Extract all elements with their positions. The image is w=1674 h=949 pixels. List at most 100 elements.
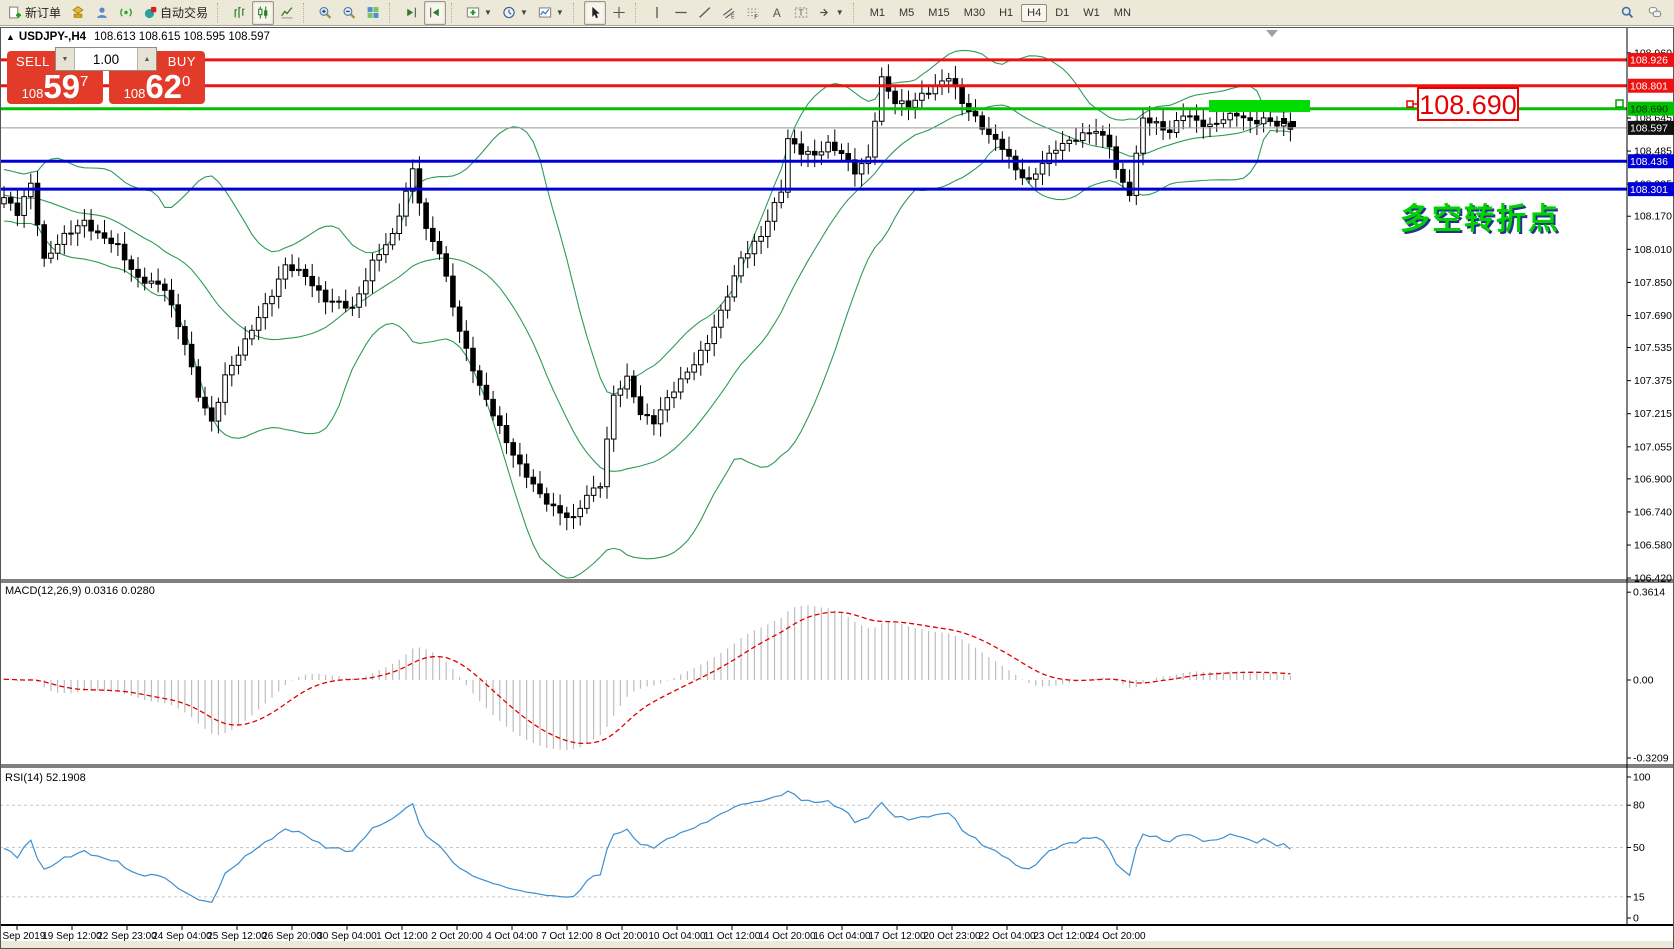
search-button[interactable] [1616,1,1638,25]
indicators-dropdown-caret[interactable]: ▼ [484,8,492,17]
hline-button[interactable] [670,1,692,25]
svg-text:107.850: 107.850 [1634,277,1672,289]
templates-dropdown-caret[interactable]: ▼ [555,8,564,17]
channel-button[interactable]: E [718,1,740,25]
bar-chart-icon [232,6,246,19]
svg-text:30 Sep 04:00: 30 Sep 04:00 [317,931,377,942]
tile-windows-button[interactable] [362,1,384,25]
zoom-out-button[interactable] [338,1,360,25]
panel-collapse-arrow[interactable]: ▲ [6,32,15,42]
svg-text:107.690: 107.690 [1634,310,1672,322]
toolbar-separator [389,2,395,23]
ohlc-values: 108.613 108.615 108.595 108.597 [94,31,270,43]
volume-increment-button[interactable]: ▲ [137,48,156,70]
toolbar: 新订单 自动交易 ▼ ▼ ▼ E F A T ▼ M1 M5 M15 M30 H1 H4 D1 W1 MN [0,0,1674,26]
bar-chart-button[interactable] [228,1,250,25]
vline-button[interactable] [646,1,668,25]
chart-shift-button[interactable] [424,0,447,25]
crosshair-button[interactable] [608,1,630,25]
svg-text:4 Oct 04:00: 4 Oct 04:00 [486,931,538,942]
tile-windows-icon [366,6,380,19]
templates-icon [538,6,552,19]
svg-text:107.055: 107.055 [1634,441,1672,453]
periods-dropdown-caret[interactable]: ▼ [519,8,528,17]
auto-scroll-button[interactable] [400,1,422,25]
stamp-button[interactable] [67,1,89,25]
svg-text:106.900: 106.900 [1634,473,1672,485]
indicators-button[interactable]: ▼ [462,1,496,25]
timeframe-m1-button[interactable]: M1 [869,6,885,19]
channel-icon: E [722,6,736,19]
profile-button[interactable] [91,1,113,25]
candles-layer[interactable] [1,64,1294,531]
zoom-in-button[interactable] [314,1,336,25]
svg-text:20 Oct 23:00: 20 Oct 23:00 [923,931,981,942]
timeframe-h1-button[interactable]: H1 [999,6,1014,19]
crosshair-icon [612,6,626,19]
selection-handle [1615,99,1624,108]
svg-text:26 Sep 20:00: 26 Sep 20:00 [262,931,322,942]
timeframe-m15-button[interactable]: M15 [928,6,950,19]
shapes-button[interactable]: ▼ [814,1,848,25]
timeframe-w1-button[interactable]: W1 [1083,6,1100,19]
templates-button[interactable]: ▼ [534,1,568,25]
shapes-icon [818,6,832,19]
svg-text:17 Oct 12:00: 17 Oct 12:00 [868,931,926,942]
trendline-button[interactable] [694,1,716,25]
price-callout-text: 108.690 [1419,90,1517,120]
text-icon: A [770,6,784,19]
timeframe-h4-button[interactable]: H4 [1021,3,1048,22]
svg-text:100: 100 [1633,772,1651,784]
autotrade-button[interactable]: 自动交易 [139,1,212,25]
timeframe-m5-button[interactable]: M5 [899,6,915,19]
chat-button[interactable] [1644,1,1666,25]
toolbar-separator [634,2,641,23]
svg-text:108.690: 108.690 [1630,103,1668,115]
periods-button[interactable]: ▼ [498,1,532,25]
toolbar-separator [217,2,223,23]
text-label-button[interactable]: T [790,1,812,25]
timeframe-d1-button[interactable]: D1 [1055,6,1070,19]
cn-note-shadow: 多空转折点 [1402,205,1562,238]
svg-text:108.801: 108.801 [1630,81,1668,93]
candles-button[interactable] [252,0,275,25]
buy-button[interactable]: BUY 108 62 0 [109,51,205,104]
svg-text:108.301: 108.301 [1630,184,1668,196]
cursor-button[interactable] [583,0,606,25]
horizontal-lines[interactable] [0,58,1627,191]
signal-button[interactable] [115,1,137,25]
panel-separators [0,27,1674,949]
selection-handle [1290,121,1296,127]
timeframe-mn-button[interactable]: MN [1113,6,1131,19]
buy-price-head: 108 [123,86,146,101]
text-button[interactable]: A [766,1,788,25]
svg-text:8 Oct 20:00: 8 Oct 20:00 [596,931,648,942]
timeframe-m30-button[interactable]: M30 [963,6,986,19]
line-chart-button[interactable] [276,1,298,25]
svg-text:24 Sep 04:00: 24 Sep 04:00 [152,931,212,942]
svg-text:19 Sep 12:00: 19 Sep 12:00 [42,931,102,942]
new-order-button[interactable]: 新订单 [4,1,65,25]
svg-text:106.420: 106.420 [1634,573,1672,585]
stamp-icon [71,6,85,19]
volume-decrement-button[interactable]: ▼ [56,48,75,70]
volume-input[interactable] [75,48,137,70]
toolbar-separator [451,2,457,23]
fibonacci-button[interactable]: F [742,1,764,25]
buy-price: 108 62 0 [109,70,205,103]
chart-shift-icon [428,6,442,19]
toolbar-separator [303,2,309,23]
sell-price-big: 59 [43,68,81,105]
svg-text:106.740: 106.740 [1634,506,1672,518]
auto-scroll-icon [404,6,418,19]
cn-note-text: 多空转折点 [1400,203,1560,236]
svg-text:108.597: 108.597 [1630,123,1668,135]
shapes-dropdown-caret[interactable]: ▼ [835,8,844,17]
zoom-out-icon [342,6,356,19]
svg-text:80: 80 [1633,800,1645,812]
svg-text:106.580: 106.580 [1634,540,1672,552]
vline-icon [650,6,664,19]
